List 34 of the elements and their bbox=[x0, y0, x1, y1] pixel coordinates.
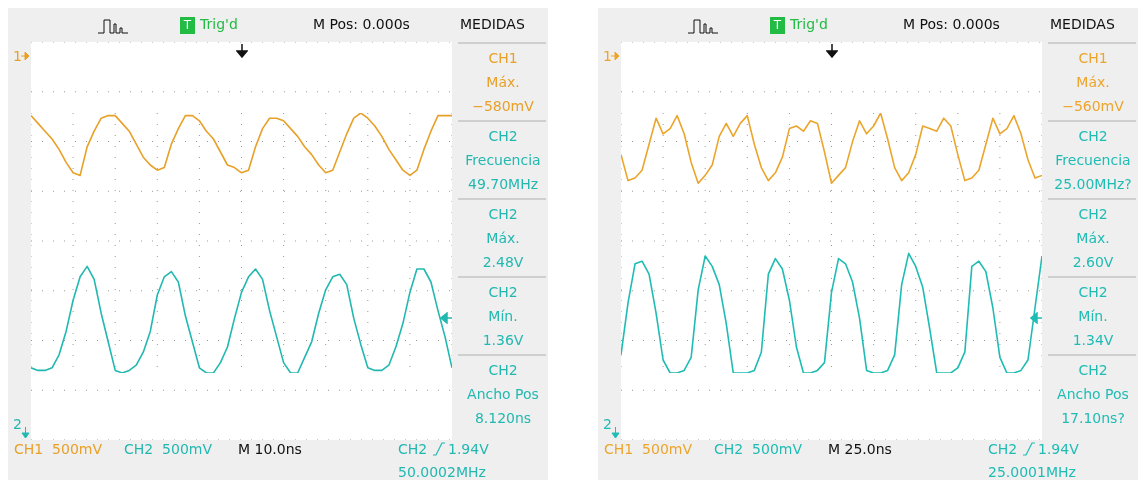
text: 1 bbox=[13, 47, 22, 66]
text: 2 bbox=[603, 415, 612, 434]
text: M 10.0ns bbox=[238, 440, 302, 459]
text: MEDIDAS bbox=[1050, 15, 1115, 34]
text: M 25.0ns bbox=[828, 440, 892, 459]
text: Trig'd bbox=[200, 15, 238, 34]
text: M Pos: 0.000s bbox=[903, 15, 1000, 34]
text: 2 bbox=[13, 415, 22, 434]
text: CH2 Máx. 2.48V bbox=[481, 205, 525, 272]
text: Trig'd bbox=[790, 15, 828, 34]
text: CH2 Frecuencia 49.70MHz bbox=[464, 127, 542, 194]
text: CH1 Máx. −560mV bbox=[1061, 49, 1125, 116]
text: 25.0001MHz bbox=[988, 463, 1076, 482]
text: T bbox=[770, 17, 785, 34]
text: CH1 500mV bbox=[14, 440, 103, 459]
text: CH2 bbox=[398, 440, 428, 459]
text: CH1 500mV bbox=[604, 440, 693, 459]
text: CH2 Frecuencia 25.00MHz? bbox=[1053, 127, 1133, 194]
text: CH1 Máx. −580mV bbox=[471, 49, 535, 116]
text: CH2 Mín. 1.36V bbox=[481, 283, 525, 350]
text: CH2 Mín. 1.34V bbox=[1071, 283, 1115, 350]
text: CH2 Ancho Pos 17.10ns? bbox=[1056, 361, 1130, 428]
text: 1.94V bbox=[448, 440, 489, 459]
text: CH2 Máx. 2.60V bbox=[1071, 205, 1115, 272]
text: CH2 500mV bbox=[124, 440, 213, 459]
text: CH2 500mV bbox=[714, 440, 803, 459]
text: CH2 Ancho Pos 8.120ns bbox=[466, 361, 540, 428]
text: T bbox=[180, 17, 195, 34]
text: 1 bbox=[603, 47, 612, 66]
text: M Pos: 0.000s bbox=[313, 15, 410, 34]
text: 1.94V bbox=[1038, 440, 1079, 459]
text: 50.0002MHz bbox=[398, 463, 486, 482]
text: CH2 bbox=[988, 440, 1018, 459]
text: MEDIDAS bbox=[460, 15, 525, 34]
